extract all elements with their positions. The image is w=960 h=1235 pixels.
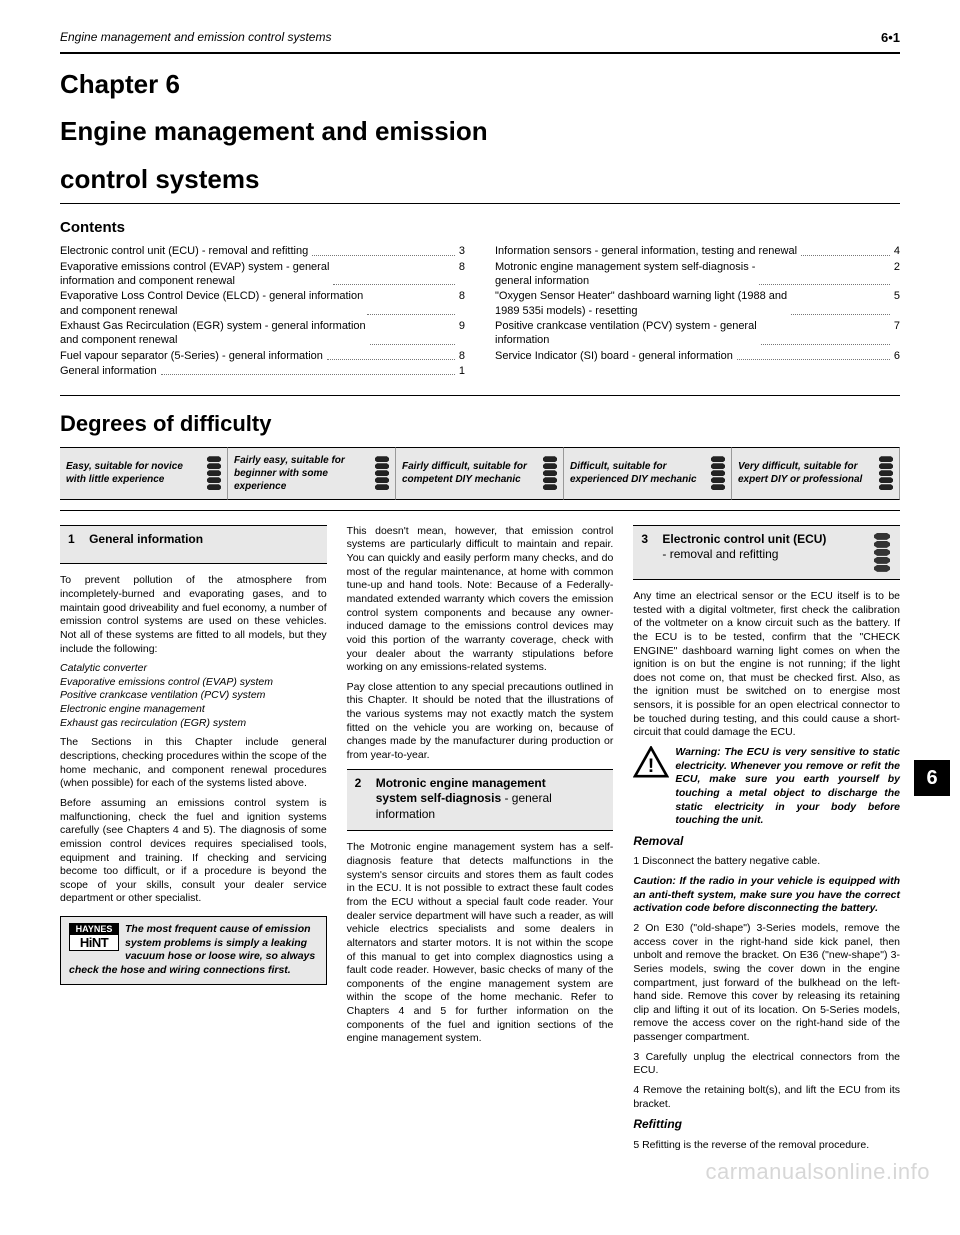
paragraph: This doesn't mean, however, that emissio… [347, 525, 614, 675]
section-num: 1 [68, 532, 86, 548]
contents-row: General information1 [60, 364, 465, 378]
chapter-number: Chapter 6 [60, 68, 900, 102]
section-num: 3 [641, 532, 659, 548]
difficulty-heading: Degrees of difficulty [60, 410, 900, 439]
step: 4 Remove the retaining bolt(s), and lift… [633, 1084, 900, 1111]
section-2-header: 2 Motronic engine management system self… [347, 769, 614, 832]
section-title: Motronic engine management system self-d… [376, 776, 577, 823]
contents-row: Positive crankcase ventilation (PCV) sys… [495, 319, 900, 348]
difficulty-cell: Very difficult, suitable for expert DIY … [732, 447, 900, 500]
wrench-icon [711, 456, 725, 490]
difficulty-icon [874, 532, 896, 573]
column-1: 1 General information To prevent polluti… [60, 525, 327, 1159]
paragraph: Pay close attention to any special preca… [347, 681, 614, 763]
chapter-title-1: Engine management and emission [60, 115, 900, 149]
wrench-icon [375, 456, 389, 490]
column-2: This doesn't mean, however, that emissio… [347, 525, 614, 1159]
contents-row: Evaporative Loss Control Device (ELCD) -… [60, 289, 465, 318]
caution: Caution: If the radio in your vehicle is… [633, 875, 900, 916]
contents-row: Electronic control unit (ECU) - removal … [60, 244, 465, 258]
difficulty-cell: Fairly difficult, suitable for competent… [396, 447, 564, 500]
rule [60, 510, 900, 511]
paragraph: To prevent pollution of the atmosphere f… [60, 574, 327, 656]
subheading: Removal [633, 834, 900, 850]
rule [60, 203, 900, 204]
step: 5 Refitting is the reverse of the remova… [633, 1139, 900, 1153]
contents-row: Information sensors - general informatio… [495, 244, 900, 258]
contents-row: Fuel vapour separator (5-Series) - gener… [60, 349, 465, 363]
difficulty-cell: Difficult, suitable for experienced DIY … [564, 447, 732, 500]
paragraph: The Sections in this Chapter include gen… [60, 736, 327, 791]
wrench-icon [207, 456, 221, 490]
difficulty-grid: Easy, suitable for novice with little ex… [60, 447, 900, 500]
step: 1 Disconnect the battery negative cable. [633, 855, 900, 869]
section-3-header: 3 Electronic control unit (ECU)- removal… [633, 525, 900, 580]
contents-row: Motronic engine management system self-d… [495, 260, 900, 289]
paragraph: Any time an electrical sensor or the ECU… [633, 590, 900, 740]
rule [60, 395, 900, 396]
warning-icon: ! [633, 746, 669, 778]
contents-row: Evaporative emissions control (EVAP) sys… [60, 260, 465, 289]
difficulty-cell: Easy, suitable for novice with little ex… [60, 447, 228, 500]
watermark: carmanualsonline.info [705, 1158, 930, 1187]
chapter-tab: 6 [914, 760, 950, 796]
running-header: Engine management and emission control s… [60, 30, 900, 46]
warning-block: ! Warning: The ECU is very sensitive to … [633, 746, 900, 828]
wrench-icon [879, 456, 893, 490]
list: Catalytic converter Evaporative emission… [60, 662, 327, 730]
difficulty-cell: Fairly easy, suitable for beginner with … [228, 447, 396, 500]
column-3: 3 Electronic control unit (ECU)- removal… [633, 525, 900, 1159]
contents-row: Service Indicator (SI) board - general i… [495, 349, 900, 363]
paragraph: Before assuming an emissions control sys… [60, 797, 327, 906]
subheading: Refitting [633, 1117, 900, 1133]
paragraph: The Motronic engine management system ha… [347, 841, 614, 1046]
section-title: Electronic control unit (ECU)- removal a… [662, 532, 863, 563]
warning-text: Warning: The ECU is very sensitive to st… [675, 746, 900, 828]
haynes-hint-icon: HAYNESHiNT [69, 923, 119, 951]
top-rule [60, 52, 900, 54]
contents-table: Electronic control unit (ECU) - removal … [60, 243, 900, 379]
section-title: General information [89, 532, 290, 548]
wrench-icon [543, 456, 557, 490]
chapter-title-2: control systems [60, 163, 900, 197]
section-num: 2 [355, 776, 373, 792]
step: 2 On E30 ("old-shape") 3-Series models, … [633, 922, 900, 1045]
step: 3 Carefully unplug the electrical connec… [633, 1051, 900, 1078]
contents-heading: Contents [60, 218, 900, 238]
page-number: 6•1 [881, 30, 900, 47]
contents-row: Exhaust Gas Recirculation (EGR) system -… [60, 319, 465, 348]
svg-text:!: ! [648, 755, 655, 777]
contents-row: "Oxygen Sensor Heater" dashboard warning… [495, 289, 900, 318]
chapter-block: Chapter 6 Engine management and emission… [60, 68, 900, 197]
section-1-header: 1 General information [60, 525, 327, 565]
body-columns: 1 General information To prevent polluti… [60, 525, 900, 1159]
hint-box: HAYNESHiNT The most frequent cause of em… [60, 916, 327, 985]
